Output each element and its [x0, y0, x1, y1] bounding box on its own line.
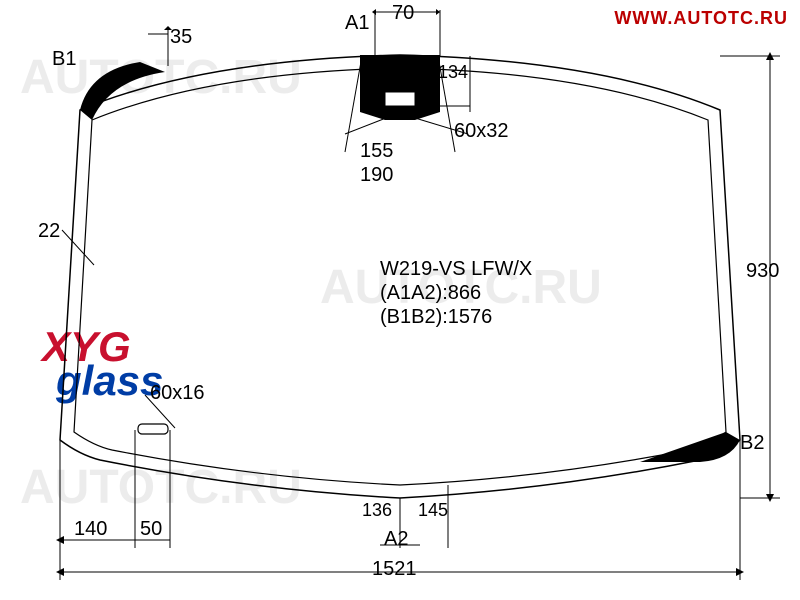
- label-a2: A2: [384, 528, 408, 551]
- label-b2: B2: [740, 432, 764, 455]
- vin-window: [138, 424, 168, 434]
- label-partcode: W219-VS LFW/X: [380, 258, 532, 281]
- label-60x16: 60x16: [150, 382, 205, 405]
- label-136: 136: [362, 500, 392, 521]
- label-b1: B1: [52, 48, 76, 71]
- label-155: 155: [360, 140, 393, 163]
- label-b1b2: (B1B2):1576: [380, 306, 492, 329]
- label-35: 35: [170, 26, 192, 49]
- label-a1: A1: [345, 12, 369, 35]
- label-50: 50: [140, 518, 162, 541]
- label-1521: 1521: [372, 558, 417, 581]
- sensor-housing: [360, 55, 440, 120]
- label-145: 145: [418, 500, 448, 521]
- label-190: 190: [360, 164, 393, 187]
- label-140: 140: [74, 518, 107, 541]
- label-134: 134: [438, 62, 468, 83]
- label-22: 22: [38, 220, 60, 243]
- corner-b2: [640, 432, 740, 462]
- sensor-window: [385, 92, 415, 106]
- label-60x32: 60x32: [454, 120, 509, 143]
- label-70: 70: [392, 2, 414, 25]
- label-a1a2: (A1A2):866: [380, 282, 481, 305]
- corner-b1: [80, 62, 165, 120]
- label-930: 930: [746, 260, 779, 283]
